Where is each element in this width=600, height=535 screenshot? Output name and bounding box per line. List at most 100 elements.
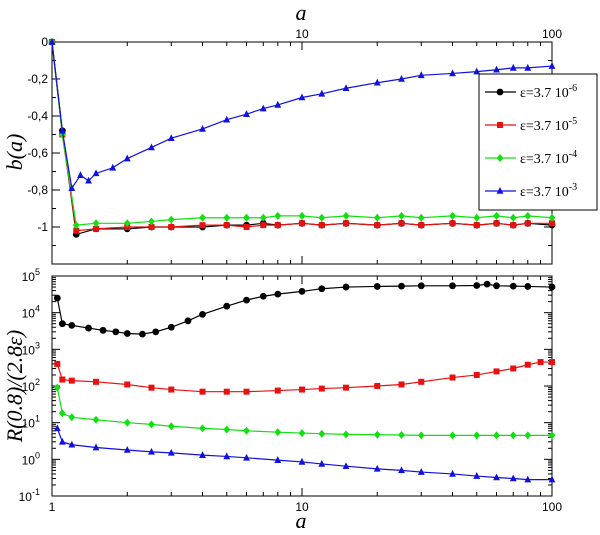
top-data-point [85,176,92,184]
top-data-point [299,220,305,227]
bottom-data-point [343,384,350,391]
bottom-data-point [54,360,61,367]
bottom-data-point [243,453,250,461]
bottom-data-point [493,431,500,440]
bottom-data-point [298,457,306,465]
legend-entry: ε=3.7 10-4 [520,149,577,167]
bottom-data-point [93,378,100,385]
top-data-point [58,126,66,134]
bottom-data-point [199,388,206,395]
bottom-data-point [92,443,100,451]
top-data-point [509,63,517,71]
top-y-tick-label: -0,2 [27,72,48,86]
top-data-point [167,134,175,141]
top-data-point [493,220,500,227]
bottom-data-point [53,294,61,302]
bottom-data-point [274,428,282,437]
bottom-data-point [509,282,517,290]
bottom-data-point [199,310,206,318]
bottom-data-point [417,468,425,475]
top-data-point [418,222,425,229]
top-data-point [374,222,381,229]
top-series-line--4 [51,41,553,226]
top-data-point [343,220,350,227]
top-data-point [298,211,306,220]
bottom-data-point [473,472,481,479]
top-panel-ticks: 10 100 0 -0,2 -0,4 -0,6 -0,8 -1 [27,27,562,264]
bottom-data-point [449,469,456,477]
top-data-point [259,104,267,112]
bottom-data-point [373,283,381,290]
bottom-y-axis-label: R(0.8)/(2.8ε) [2,330,27,444]
top-data-point [548,213,556,222]
top-y-tick-label: -0,8 [27,183,48,197]
bottom-data-point [548,475,556,483]
top-data-point [199,213,206,222]
top-data-point [72,221,80,230]
bottom-data-point [59,376,66,383]
bottom-y-tick-label: 10-1 [19,487,40,504]
top-data-point [524,220,531,227]
bottom-data-point [58,437,66,445]
bottom-y-tick-label: 104 [22,304,40,321]
top-data-point [493,65,500,73]
bottom-data-point [223,388,230,395]
top-data-point [417,213,425,222]
bottom-data-point [123,330,131,337]
bottom-data-point [223,452,231,460]
bottom-data-point [92,415,100,424]
top-data-point [398,75,405,82]
top-x-tick-label: 100 [542,27,562,41]
bottom-data-point [549,359,555,366]
top-data-point [398,211,405,220]
bottom-data-point [318,285,326,293]
top-data-point [223,213,231,222]
bottom-data-point [318,385,325,392]
top-panel-series [48,38,556,238]
legend-marker [496,187,504,194]
top-data-point [473,67,481,75]
bottom-data-point [184,317,192,325]
legend-marker [496,88,504,96]
top-series-line--3 [51,41,553,190]
top-data-point [318,222,325,229]
top-data-point [93,225,100,232]
top-data-point [417,71,425,79]
top-data-point [449,69,456,77]
top-data-point [524,63,532,71]
bottom-data-point [167,448,175,456]
bottom-data-point [449,374,456,381]
top-data-point [549,220,555,227]
top-data-point [373,213,381,222]
top-data-point [449,220,456,227]
top-data-point [318,89,326,97]
bottom-data-point [374,383,381,389]
bottom-y-tick-label: 105 [22,267,40,284]
bottom-x-tick-label: 10 [295,500,309,514]
bottom-data-point [473,371,480,378]
legend-entry: ε=3.7 10-5 [520,116,577,134]
top-data-point [243,110,250,117]
bottom-x-tick-label: 1 [49,500,56,514]
bottom-data-point [449,431,456,440]
bottom-data-point [223,425,231,434]
top-data-point [509,213,517,222]
bottom-data-point [243,426,250,435]
bottom-data-point [537,359,544,366]
top-y-axis-label: b(a) [2,134,27,171]
top-data-point [318,213,326,222]
top-data-point [298,93,306,101]
top-data-point [548,62,556,69]
bottom-data-point [199,424,206,433]
bottom-data-point [524,283,532,290]
legend-entry: ε=3.7 10-3 [520,182,577,200]
bottom-data-point [168,386,175,393]
top-y-tick-label: -0,6 [27,146,48,160]
top-data-point [92,169,100,177]
top-data-point [274,222,281,229]
bottom-data-point [483,280,491,288]
bottom-data-point [123,445,131,453]
bottom-data-point [342,462,350,469]
top-series-line--5 [51,41,552,232]
bottom-data-point [243,388,250,395]
